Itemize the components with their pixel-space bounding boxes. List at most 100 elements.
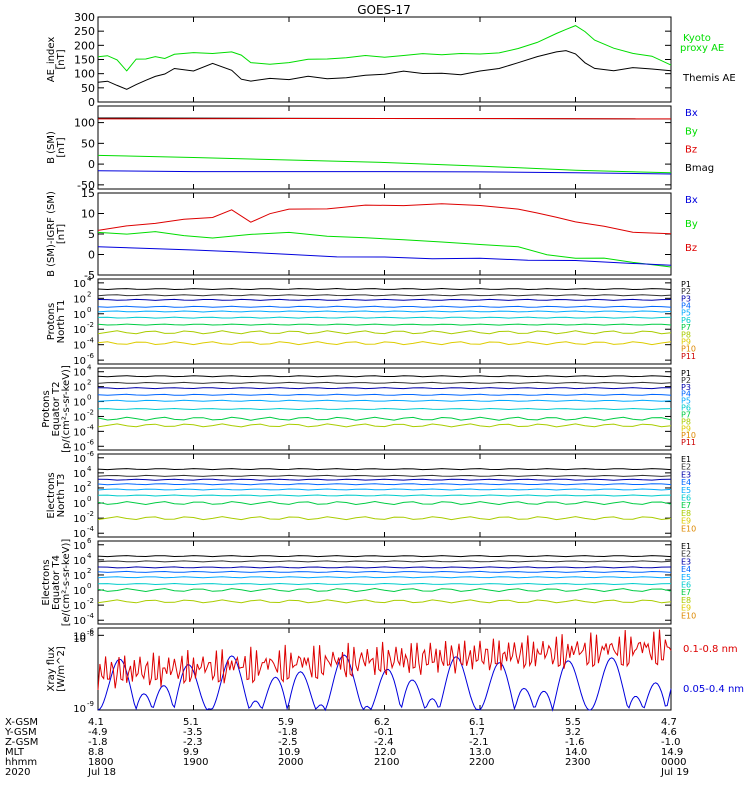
legend-label: P2 (681, 287, 691, 296)
y-tick-exponent: 2 (87, 290, 91, 298)
x-axis-value: 2200 (469, 757, 494, 768)
y-axis-label-line: [W/m^2] (56, 646, 67, 692)
flux-channel-line (97, 287, 672, 291)
y-tick-label: 10 (73, 571, 86, 582)
y-tick-label: 10 (73, 541, 86, 552)
legend-label: By (685, 219, 698, 230)
y-axis-label-line: Xray flux (46, 647, 57, 692)
y-tick-label: 10 (73, 341, 86, 352)
legend-label: E2 (681, 550, 691, 559)
legend-label: P1 (681, 369, 691, 378)
x-axis-value: -0.1 (374, 727, 394, 738)
y-tick-exponent: -2 (87, 321, 94, 329)
y-tick-exponent: 4 (87, 364, 92, 372)
x-axis-value: -2.5 (278, 737, 298, 748)
flux-channel-line (97, 305, 672, 308)
x-axis-value: -1.8 (88, 737, 108, 748)
y-axis-label-line: AE_index (46, 37, 57, 83)
y-tick-exponent: 2 (87, 480, 91, 488)
y-tick-label: 10 (81, 208, 95, 221)
legend-label: E9 (681, 604, 691, 613)
x-axis-value: -2.4 (374, 737, 394, 748)
x-axis-value: -2.3 (183, 737, 203, 748)
y-tick-exponent: 4 (87, 275, 92, 283)
x-axis-value: 5.1 (183, 717, 199, 728)
legend-label: P10 (681, 431, 696, 440)
y-tick-label: 0 (88, 249, 95, 262)
flux-channel-line (97, 310, 672, 313)
y-tick-exponent: -6 (87, 438, 95, 446)
y-axis-label-bsm: B (SM)[nT] (46, 131, 67, 164)
legend-label: E2 (681, 463, 691, 472)
y-axis-label-line: North T1 (56, 300, 67, 344)
y-axis-label-line: Equator T2 (51, 382, 62, 437)
x-axis-value: 6.2 (374, 717, 390, 728)
legend-label: P8 (681, 330, 691, 339)
flux-channel-line (97, 582, 672, 586)
y-axis-label-line: Protons (46, 303, 57, 340)
flux-channel-line (97, 587, 672, 593)
x-axis-value: 5.9 (278, 717, 294, 728)
y-tick-label: 10 (73, 356, 86, 367)
y-tick-exponent: 4 (87, 465, 92, 473)
x-axis-value: 1800 (88, 757, 113, 768)
x-axis-value: 6.1 (469, 717, 485, 728)
legend-label: E9 (681, 517, 691, 526)
x-axis-value: 3.2 (565, 727, 581, 738)
y-tick-exponent: 0 (87, 582, 91, 590)
x-axis-value: 14.0 (565, 747, 587, 758)
y-tick-label: 50 (81, 82, 95, 95)
y-tick-label: 100 (74, 117, 95, 130)
y-tick-label: 10 (73, 704, 86, 715)
legend-label-proxy-ae: proxy AE (680, 43, 724, 54)
y-axis-label-line: Protons (41, 390, 52, 427)
flux-channel-line (97, 483, 672, 486)
flux-channel-line (97, 375, 672, 378)
y-tick-exponent: -2 (87, 408, 94, 416)
legend-label: P6 (681, 404, 691, 413)
y-tick-label: 100 (74, 68, 95, 81)
y-tick-label: 10 (73, 368, 86, 379)
legend-label: E1 (681, 542, 691, 551)
y-tick-label: 10 (73, 310, 86, 321)
flux-channel-line (97, 399, 672, 402)
legend-label: P5 (681, 397, 691, 406)
series-line-bx (97, 246, 672, 266)
x-axis-value: 4.1 (88, 717, 104, 728)
x-axis-value: 5.5 (565, 717, 581, 728)
y-tick-label: -5 (84, 269, 95, 282)
legend-label: P8 (681, 417, 691, 426)
legend-label: Bz (685, 145, 697, 156)
y-tick-label: 10 (73, 514, 86, 525)
y-tick-label: 5 (88, 228, 95, 241)
y-tick-label: 10 (73, 634, 86, 645)
flux-channel-line (97, 298, 672, 301)
y-tick-exponent: -4 (87, 423, 95, 431)
x-axis-value: -4.9 (88, 727, 108, 738)
y-tick-exponent: -2 (87, 510, 94, 518)
y-axis-label-line: [nT] (56, 224, 67, 244)
flux-channel-line (97, 341, 672, 346)
y-tick-label: 200 (74, 39, 95, 52)
y-tick-label: 10 (73, 469, 86, 480)
legend-label: P7 (681, 410, 691, 419)
y-tick-exponent: 6 (87, 537, 92, 545)
panel-frame-electrons_t4 (97, 540, 672, 625)
x-axis-row-label: Y-GSM (4, 727, 37, 738)
x-axis-value: 12.0 (374, 747, 396, 758)
x-axis-value: 9.9 (183, 747, 199, 758)
y-axis-label-protons_t1: ProtonsNorth T1 (46, 300, 67, 344)
series-line-by (97, 231, 672, 268)
legend-label: P11 (681, 438, 696, 447)
y-tick-exponent: -6 (87, 627, 95, 635)
y-axis-label-line: Electrons (46, 472, 57, 518)
flux-channel-line (97, 494, 672, 497)
x-axis-value: Jul 18 (87, 767, 116, 778)
y-axis-label-line: Equator T4 (51, 555, 62, 610)
legend-label: P9 (681, 424, 691, 433)
legend-label: Bz (685, 243, 697, 254)
flux-channel-line (97, 330, 672, 335)
y-axis-label-line: B (SM)-IGRF (SM) (46, 191, 57, 277)
x-axis-value: -1.8 (278, 727, 298, 738)
legend-label: E5 (681, 573, 691, 582)
